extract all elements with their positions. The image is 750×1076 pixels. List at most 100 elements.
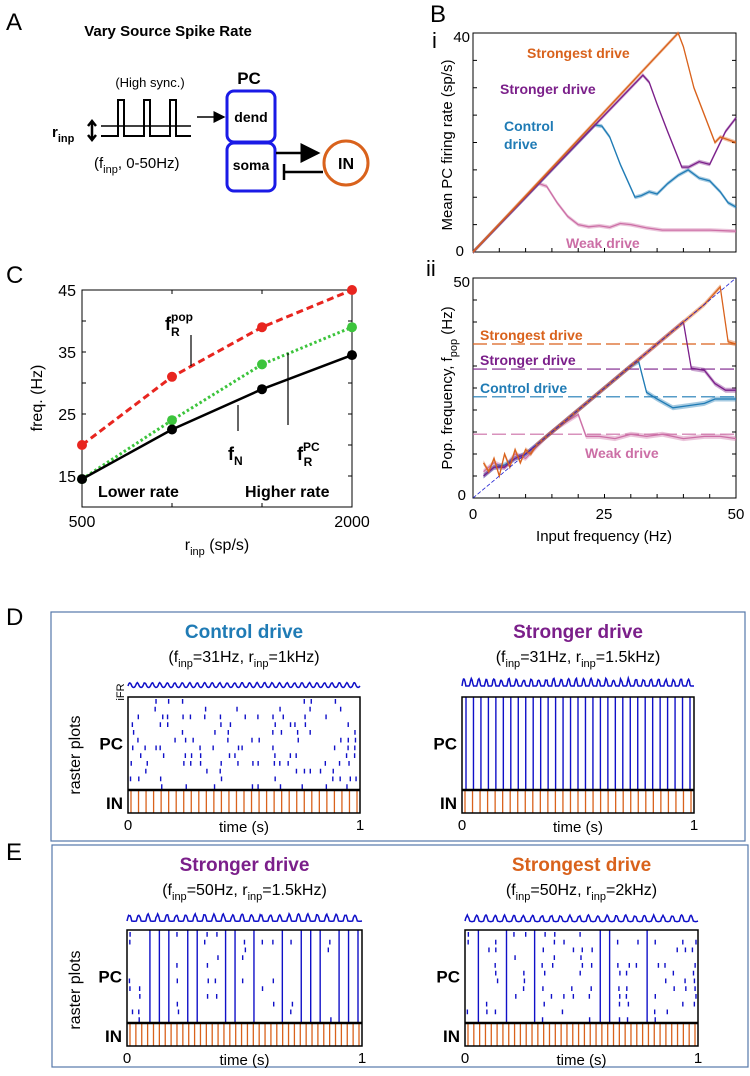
bii-label-control: Control drive bbox=[480, 380, 567, 396]
ifr-trace bbox=[461, 675, 694, 687]
bii-weak-drive-line bbox=[483, 413, 737, 473]
d-raster-plots-label: raster plots bbox=[67, 715, 84, 794]
bii-stronger-drive-band bbox=[483, 319, 736, 479]
c-data-point bbox=[347, 350, 357, 361]
e-raster-plots-label: raster plots bbox=[67, 950, 84, 1029]
panel-label-b: B bbox=[430, 1, 446, 28]
c-ytick-label: 25 bbox=[58, 407, 76, 424]
bii-identity-line bbox=[472, 277, 737, 499]
xtick-0: 0 bbox=[461, 1050, 469, 1067]
c-data-point bbox=[257, 322, 267, 333]
panel-label-a: A bbox=[6, 9, 22, 36]
raster-xlabel: time (s) bbox=[557, 1052, 607, 1069]
raster-xlabel: time (s) bbox=[553, 819, 603, 836]
xtick-1: 1 bbox=[690, 817, 698, 834]
bi-control-drive-line bbox=[472, 124, 737, 253]
raster-params: (finp=31Hz, rinp=1kHz) bbox=[168, 649, 319, 670]
c-series-line bbox=[81, 288, 353, 447]
in-row-label: IN bbox=[106, 794, 123, 813]
raster-frame bbox=[461, 696, 695, 814]
panel-d-frame bbox=[50, 611, 746, 842]
raster-panel-e-right: Strongest drive (finp=50Hz, rinp=2kHz) PC I… bbox=[436, 855, 702, 1069]
bi-label-stronger: Stronger drive bbox=[500, 81, 596, 97]
dend-label: dend bbox=[234, 109, 267, 125]
soma-label: soma bbox=[233, 157, 270, 173]
c-ylabel: freq. (Hz) bbox=[29, 365, 46, 432]
in-cell bbox=[322, 139, 370, 187]
panel-bii-chart: 0 50 0 25 50 Input frequency (Hz) Pop. f… bbox=[439, 274, 744, 545]
ifr-trace bbox=[464, 913, 699, 923]
panel-a-diagram: Vary Source Spike Rate (High sync.) rinp… bbox=[52, 23, 370, 193]
raster-panel-d-right: Stronger drive (finp=31Hz, rinp=1.5kHz) PC… bbox=[433, 622, 698, 836]
bii-label-stronger: Stronger drive bbox=[480, 352, 576, 368]
pc-row-label: PC bbox=[433, 735, 457, 754]
bii-ytick-0: 0 bbox=[458, 487, 466, 504]
xtick-0: 0 bbox=[123, 1050, 131, 1067]
xtick-1: 1 bbox=[358, 1050, 366, 1067]
raster-params: (finp=50Hz, rinp=1.5kHz) bbox=[162, 882, 327, 903]
c-data-point bbox=[77, 474, 87, 485]
ifr-trace bbox=[126, 912, 363, 922]
c-ytick-label: 45 bbox=[58, 283, 76, 300]
raster-frame bbox=[464, 929, 699, 1047]
c-xtick-label: 500 bbox=[69, 514, 96, 531]
panel-label-d: D bbox=[6, 604, 23, 631]
rinp-arrow-icon bbox=[87, 118, 97, 143]
bii-weak-drive-band bbox=[483, 411, 736, 475]
raster-panel-e-left: Stronger drive (finp=50Hz, rinp=1.5kHz) PC… bbox=[98, 855, 366, 1069]
c-annot-fn: fN bbox=[228, 444, 243, 468]
in-label: IN bbox=[338, 156, 354, 173]
bi-label-control-2: drive bbox=[504, 136, 538, 152]
xtick-0: 0 bbox=[124, 817, 132, 834]
pc-label: PC bbox=[237, 69, 261, 88]
bi-ytick-40: 40 bbox=[453, 29, 470, 46]
pc-row-label: PC bbox=[436, 968, 460, 987]
raster-title: Stronger drive bbox=[513, 622, 643, 643]
xtick-0: 0 bbox=[458, 817, 466, 834]
raster-title: Control drive bbox=[185, 622, 303, 643]
panel-bi-chart: 0 40 Mean PC firing rate (sp/s) Stronges… bbox=[439, 29, 737, 260]
c-xtick-label: 2000 bbox=[334, 514, 370, 531]
in-row-label: IN bbox=[105, 1027, 122, 1046]
c-data-point bbox=[347, 322, 357, 333]
c-lower-rate: Lower rate bbox=[98, 484, 179, 501]
c-data-point bbox=[167, 424, 177, 435]
in-row-label: IN bbox=[440, 794, 457, 813]
raster-title: Stronger drive bbox=[180, 855, 310, 876]
raster-frame bbox=[127, 696, 361, 814]
bi-strongest-drive-line bbox=[472, 31, 737, 253]
ifr-trace bbox=[127, 681, 361, 689]
panel-label-e: E bbox=[6, 839, 22, 866]
panel-label-bii: ii bbox=[426, 256, 436, 281]
raster-xlabel: time (s) bbox=[219, 819, 269, 836]
c-ytick-label: 35 bbox=[58, 345, 76, 362]
sync-label: (High sync.) bbox=[115, 75, 184, 90]
bii-xtick-50: 50 bbox=[728, 506, 745, 523]
raster-xlabel: time (s) bbox=[220, 1052, 270, 1069]
bii-ytick-50: 50 bbox=[453, 274, 470, 291]
xtick-1: 1 bbox=[694, 1050, 702, 1067]
bii-xtick-25: 25 bbox=[596, 506, 613, 523]
inhibitory-connection bbox=[282, 164, 323, 180]
panel-label-c: C bbox=[6, 262, 23, 289]
rinp-label: rinp bbox=[52, 124, 75, 145]
c-series-line bbox=[81, 353, 353, 481]
raster-params: (finp=50Hz, rinp=2kHz) bbox=[506, 882, 657, 903]
c-annot-frpc: fPC R bbox=[297, 440, 320, 469]
c-higher-rate: Higher rate bbox=[245, 484, 330, 501]
raster-panel-d-left: Control drive (finp=31Hz, rinp=1kHz) PC IN0… bbox=[99, 622, 364, 836]
bii-ylabel: Pop. frequency, fpop (Hz) bbox=[439, 306, 460, 469]
panel-label-bi: i bbox=[432, 28, 437, 53]
panel-c-chart: 15 25 35 45 500 2000 freq. (Hz) rinp (sp/s) f… bbox=[29, 283, 370, 558]
c-data-point bbox=[347, 285, 357, 295]
finp-label: (finp, 0-50Hz) bbox=[94, 155, 180, 176]
raster-params: (finp=31Hz, rinp=1.5kHz) bbox=[496, 649, 661, 670]
bi-label-control: Control bbox=[504, 118, 554, 134]
bi-ylabel: Mean PC firing rate (sp/s) bbox=[439, 60, 456, 231]
ifr-label: iFR bbox=[115, 683, 127, 700]
panel-a-title: Vary Source Spike Rate bbox=[84, 23, 252, 40]
pc-row-label: PC bbox=[98, 968, 122, 987]
bii-xtick-0: 0 bbox=[469, 506, 477, 523]
c-data-point bbox=[167, 371, 177, 382]
